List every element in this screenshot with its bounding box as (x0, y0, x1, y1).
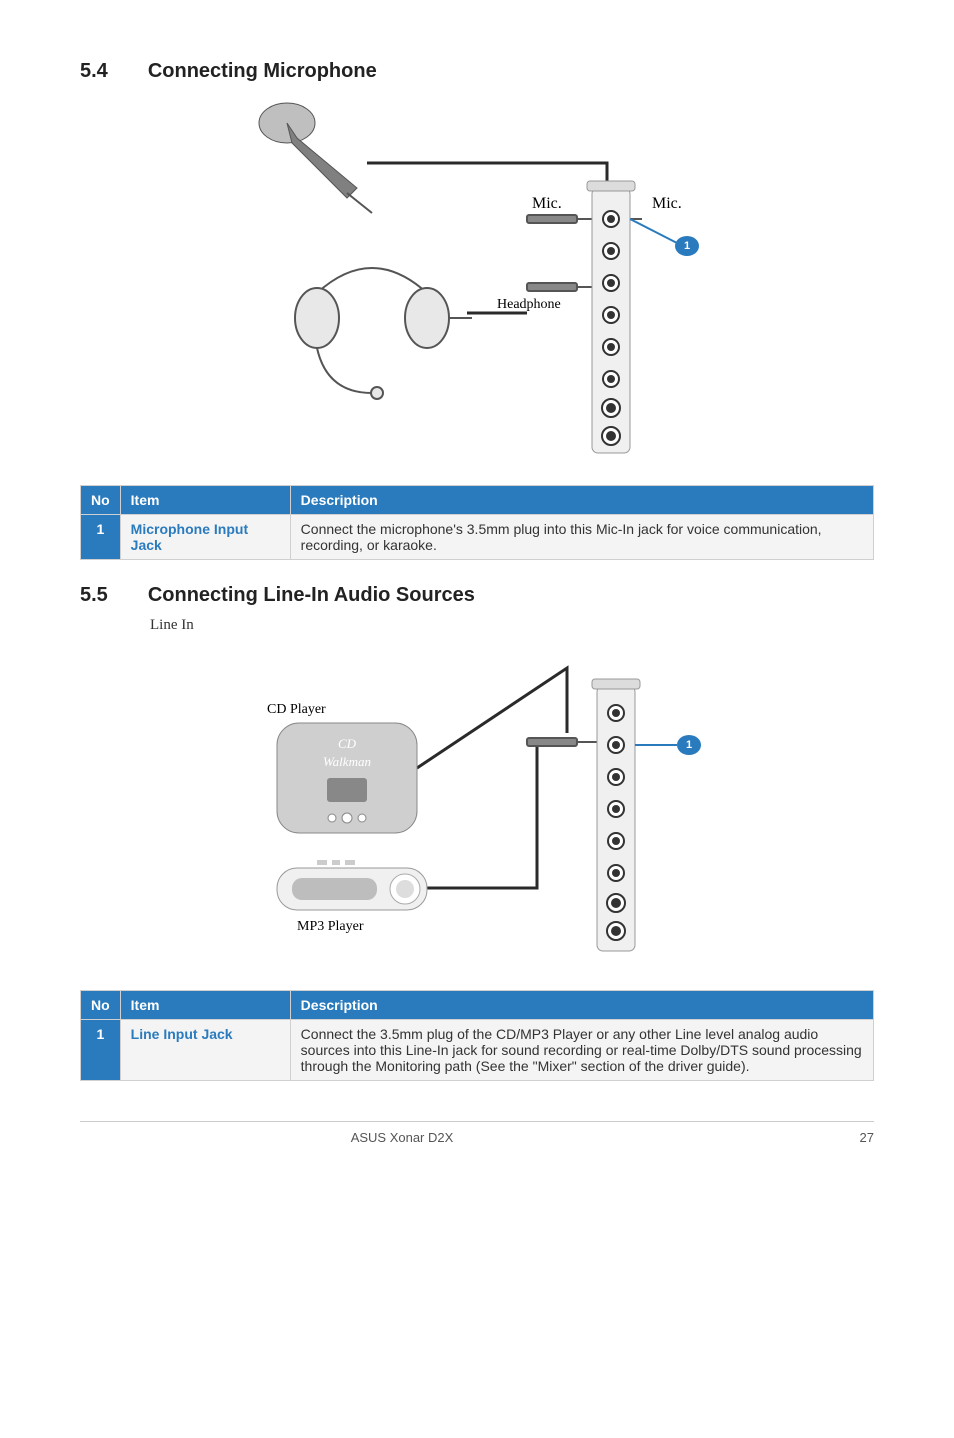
callout-1: 1 (686, 739, 692, 751)
page-footer: ASUS Xonar D2X 27 (80, 1121, 874, 1145)
table-row: 1 Line Input Jack Connect the 3.5mm plug… (81, 1020, 874, 1081)
cell-item: Line Input Jack (120, 1020, 290, 1081)
microphone-icon (259, 103, 372, 213)
th-no: No (81, 486, 121, 515)
footer-product: ASUS Xonar D2X (80, 1130, 724, 1145)
mp3-player-icon (277, 860, 427, 910)
footer-page: 27 (844, 1130, 874, 1145)
cd-player-icon: CD Walkman (277, 723, 417, 833)
soundcard-bracket-icon (587, 181, 635, 453)
label-headphone: Headphone (497, 297, 561, 312)
headset-icon (295, 268, 472, 399)
section-number: 5.4 (80, 60, 108, 83)
label-cd: CD Player (267, 702, 326, 717)
section-heading-linein: 5.5 Connecting Line-In Audio Sources (80, 584, 874, 607)
table-row: 1 Microphone Input Jack Connect the micr… (81, 515, 874, 560)
label-mp3: MP3 Player (297, 919, 364, 934)
th-item: Item (120, 486, 290, 515)
cell-desc: Connect the microphone's 3.5mm plug into… (290, 515, 873, 560)
cell-desc: Connect the 3.5mm plug of the CD/MP3 Pla… (290, 1020, 873, 1081)
section-title: Connecting Line-In Audio Sources (148, 584, 475, 607)
callout-1: 1 (684, 240, 690, 252)
th-desc: Description (290, 486, 873, 515)
diagram-linein: CD Player CD Walkman MP3 Player 1 (80, 638, 874, 978)
label-mic-left: Mic. (532, 195, 562, 212)
svg-text:CD: CD (338, 736, 357, 751)
cell-no: 1 (81, 515, 121, 560)
table-linein: No Item Description 1 Line Input Jack Co… (80, 990, 874, 1081)
label-mic-right: Mic. (652, 195, 682, 212)
th-no: No (81, 991, 121, 1020)
section-number: 5.5 (80, 584, 108, 607)
th-item: Item (120, 991, 290, 1020)
cell-no: 1 (81, 1020, 121, 1081)
section-heading-mic: 5.4 Connecting Microphone (80, 60, 874, 83)
cell-item: Microphone Input Jack (120, 515, 290, 560)
table-microphone: No Item Description 1 Microphone Input J… (80, 485, 874, 560)
soundcard-bracket-icon (592, 679, 640, 951)
section-title: Connecting Microphone (148, 60, 377, 83)
th-desc: Description (290, 991, 873, 1020)
sub-label-linein: Line In (150, 617, 874, 634)
diagram-microphone: Mic. Mic. Headphone (80, 93, 874, 473)
svg-text:Walkman: Walkman (323, 754, 371, 769)
